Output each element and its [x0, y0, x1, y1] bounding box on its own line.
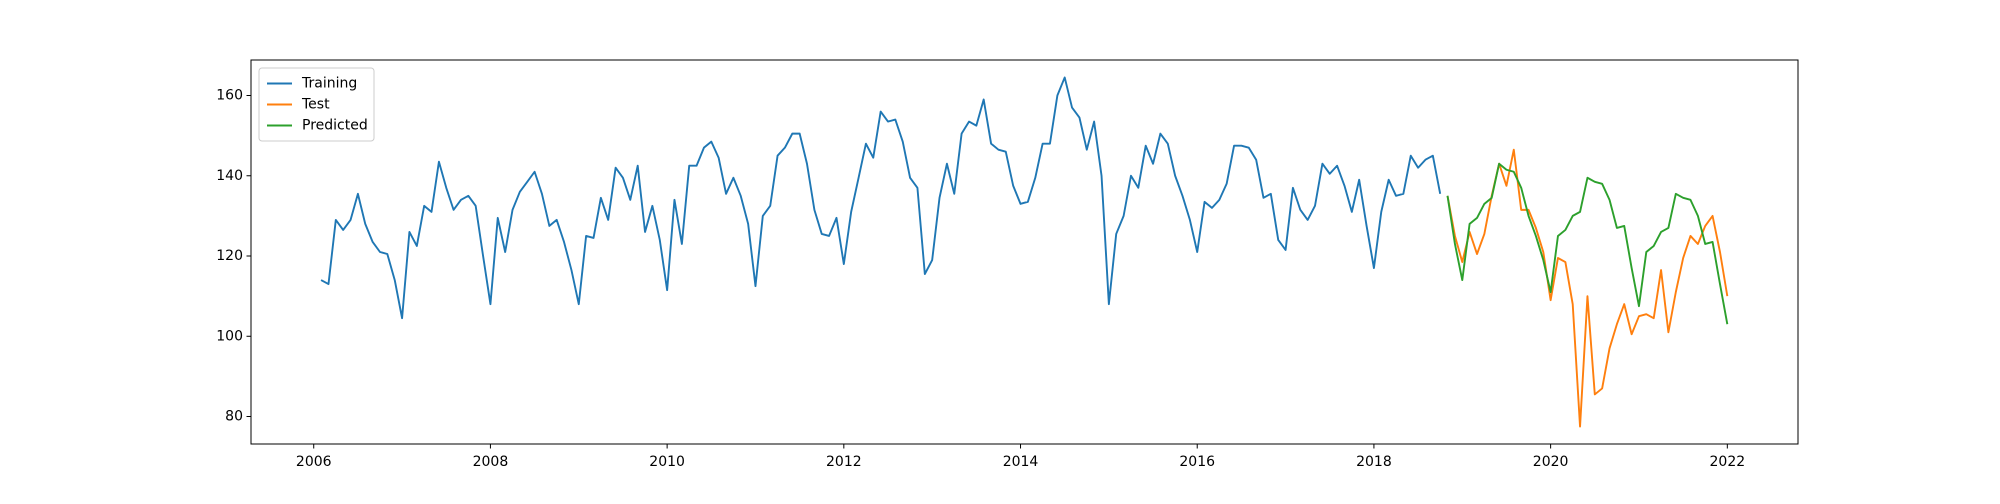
x-tick-label: 2020 — [1533, 454, 1569, 470]
x-tick-label: 2018 — [1356, 454, 1392, 470]
y-tick-label: 120 — [216, 248, 243, 264]
legend-label: Test — [301, 97, 330, 113]
x-tick-label: 2022 — [1710, 454, 1746, 470]
legend-label: Training — [301, 76, 357, 92]
legend: Training Test Predicted — [258, 67, 375, 142]
plot-frame — [250, 59, 1799, 445]
data-line — [320, 76, 1442, 320]
x-tick-label: 2006 — [296, 454, 332, 470]
y-tick-label: 160 — [216, 88, 243, 104]
x-tick-label: 2010 — [649, 454, 685, 470]
legend-label: Predicted — [302, 118, 368, 134]
x-tick-label: 2016 — [1179, 454, 1215, 470]
y-tick-label: 140 — [216, 168, 243, 184]
x-tick-label: 2012 — [826, 454, 862, 470]
legend-box — [258, 67, 375, 142]
x-tick-label: 2014 — [1003, 454, 1039, 470]
x-tick-label: 2008 — [473, 454, 509, 470]
y-tick-label: 100 — [216, 328, 243, 344]
y-tick-label: 80 — [225, 409, 243, 425]
data-line — [1446, 162, 1729, 325]
